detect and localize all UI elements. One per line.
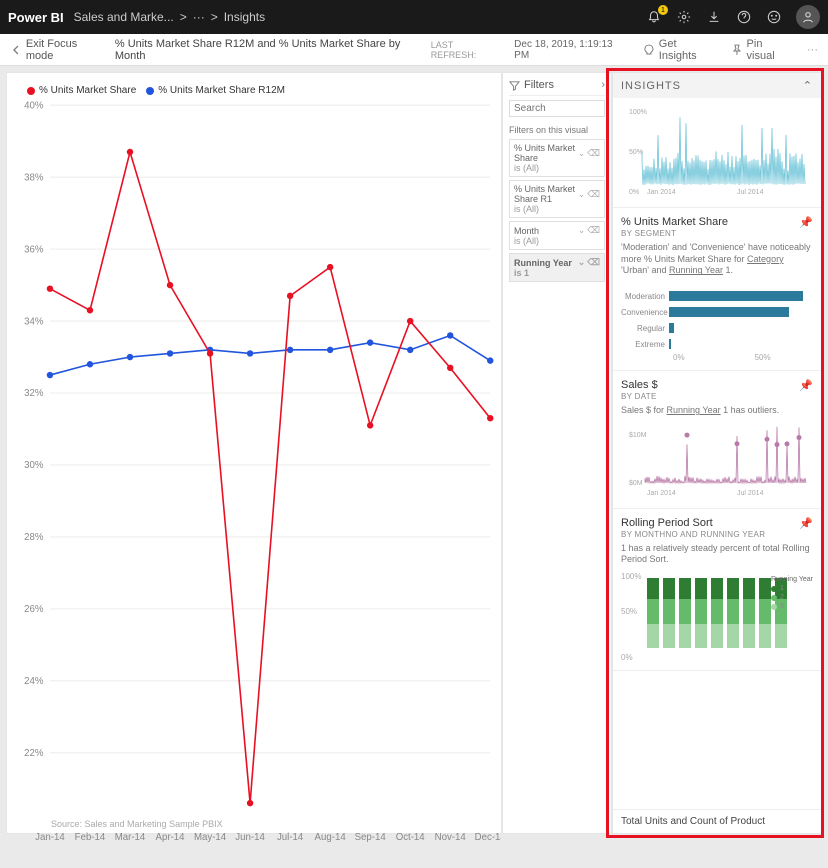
filter-card[interactable]: % Units Market Share R1⌄⌫is (All) xyxy=(509,180,605,218)
svg-text:Jan 2014: Jan 2014 xyxy=(647,490,676,497)
focus-mode-bar: Exit Focus mode % Units Market Share R12… xyxy=(0,34,828,66)
brand-label: Power BI xyxy=(8,10,64,25)
settings-icon[interactable] xyxy=(676,9,692,25)
filter-card[interactable]: Month⌄⌫is (All) xyxy=(509,221,605,250)
collapse-insights-button[interactable]: ⌃ xyxy=(803,79,813,92)
svg-text:Jul 2014: Jul 2014 xyxy=(737,189,764,196)
svg-text:50%: 50% xyxy=(629,149,643,156)
pin-icon[interactable]: 📌 xyxy=(799,379,813,392)
insights-pane: INSIGHTS ⌃ 100% 50% 0% Jan 2014 Jul 2014 📌% U… xyxy=(612,72,822,834)
svg-text:26%: 26% xyxy=(24,604,44,615)
svg-text:Jan 2014: Jan 2014 xyxy=(647,189,676,196)
svg-text:Jul 2014: Jul 2014 xyxy=(737,490,764,497)
visual-title: % Units Market Share R12M and % Units Ma… xyxy=(115,38,431,62)
svg-text:Nov-14: Nov-14 xyxy=(435,832,467,843)
main-chart-pane: % Units Market Share% Units Market Share… xyxy=(6,72,502,834)
clear-filter-icon[interactable]: ⌫ xyxy=(587,148,600,159)
svg-text:22%: 22% xyxy=(24,748,44,759)
filters-pane: Filters › Filters on this visual % Units… xyxy=(502,72,612,834)
svg-text:0%: 0% xyxy=(629,189,639,196)
svg-text:Sep-14: Sep-14 xyxy=(355,832,387,843)
svg-text:28%: 28% xyxy=(24,532,44,543)
breadcrumb-item[interactable]: Sales and Marke... xyxy=(74,10,174,24)
svg-text:Oct-14: Oct-14 xyxy=(396,832,426,843)
insight-card[interactable]: 📌Sales $BY DATESales $ for Running Year … xyxy=(613,371,821,509)
svg-text:Aug-14: Aug-14 xyxy=(315,832,347,843)
insight-card[interactable]: 📌Rolling Period SortBY MONTHNO AND RUNNI… xyxy=(613,509,821,671)
filters-title: Filters xyxy=(524,79,554,91)
feedback-icon[interactable] xyxy=(766,9,782,25)
clear-filter-icon[interactable]: ⌫ xyxy=(587,189,600,200)
notification-badge: 1 xyxy=(658,5,668,15)
svg-text:34%: 34% xyxy=(24,316,44,327)
filters-section-label: Filters on this visual xyxy=(509,125,605,135)
filter-card[interactable]: Running Year⌄⌫is 1 xyxy=(509,253,605,282)
svg-text:36%: 36% xyxy=(24,244,44,255)
breadcrumb: Sales and Marke... > ··· > Insights xyxy=(74,10,265,24)
insight-card-peek: Total Units and Count of Product xyxy=(613,809,821,833)
clear-filter-icon[interactable]: ⌫ xyxy=(587,257,600,268)
pin-visual-button[interactable]: Pin visual xyxy=(731,38,793,62)
svg-text:30%: 30% xyxy=(24,460,44,471)
last-refresh-value: Dec 18, 2019, 1:19:13 PM xyxy=(514,39,629,61)
svg-text:Dec-14: Dec-14 xyxy=(475,832,501,843)
insight-card[interactable]: 100% 50% 0% Jan 2014 Jul 2014 xyxy=(613,98,821,208)
svg-text:Jan-14: Jan-14 xyxy=(35,832,65,843)
avatar[interactable] xyxy=(796,5,820,29)
line-chart[interactable]: 40% 38% 36% 34% 32% 30% 28% 26% 24% 22% Jan-14 Feb-… xyxy=(7,73,501,868)
svg-text:Feb-14: Feb-14 xyxy=(75,832,106,843)
svg-text:Jun-14: Jun-14 xyxy=(235,832,265,843)
collapse-filters-button[interactable]: › xyxy=(601,79,605,91)
pin-icon[interactable]: 📌 xyxy=(799,517,813,530)
more-options-button[interactable]: ··· xyxy=(807,44,818,56)
source-label: Source: Sales and Marketing Sample PBIX xyxy=(51,819,223,829)
svg-text:32%: 32% xyxy=(24,388,44,399)
svg-text:Mar-14: Mar-14 xyxy=(115,832,146,843)
breadcrumb-sep: > xyxy=(180,10,187,24)
filter-card[interactable]: % Units Market Share⌄⌫is (All) xyxy=(509,139,605,177)
exit-focus-label: Exit Focus mode xyxy=(26,38,107,62)
download-icon[interactable] xyxy=(706,9,722,25)
clear-filter-icon[interactable]: ⌫ xyxy=(587,225,600,236)
svg-text:24%: 24% xyxy=(24,676,44,687)
filters-search-input[interactable] xyxy=(509,100,605,117)
svg-text:40%: 40% xyxy=(24,100,44,111)
notifications-icon[interactable]: 1 xyxy=(646,9,662,25)
insights-title: INSIGHTS xyxy=(621,80,681,92)
svg-text:Jul-14: Jul-14 xyxy=(277,832,304,843)
pin-icon[interactable]: 📌 xyxy=(799,216,813,229)
breadcrumb-item[interactable]: Insights xyxy=(224,10,265,24)
svg-text:$0M: $0M xyxy=(629,480,643,487)
breadcrumb-sep: > xyxy=(211,10,218,24)
svg-text:May-14: May-14 xyxy=(194,832,227,843)
svg-text:38%: 38% xyxy=(24,172,44,183)
filter-icon xyxy=(509,80,520,91)
last-refresh-label: LAST REFRESH: xyxy=(431,40,500,60)
help-icon[interactable] xyxy=(736,9,752,25)
svg-text:$10M: $10M xyxy=(629,432,647,439)
svg-text:Apr-14: Apr-14 xyxy=(156,832,186,843)
exit-focus-button[interactable]: Exit Focus mode xyxy=(10,38,107,62)
top-app-bar: Power BI Sales and Marke... > ··· > Insi… xyxy=(0,0,828,34)
breadcrumb-ellipsis[interactable]: ··· xyxy=(193,10,205,24)
get-insights-button[interactable]: Get Insights xyxy=(643,38,717,62)
insight-card[interactable]: 📌% Units Market ShareBY SEGMENT'Moderati… xyxy=(613,208,821,371)
svg-text:100%: 100% xyxy=(629,109,647,116)
